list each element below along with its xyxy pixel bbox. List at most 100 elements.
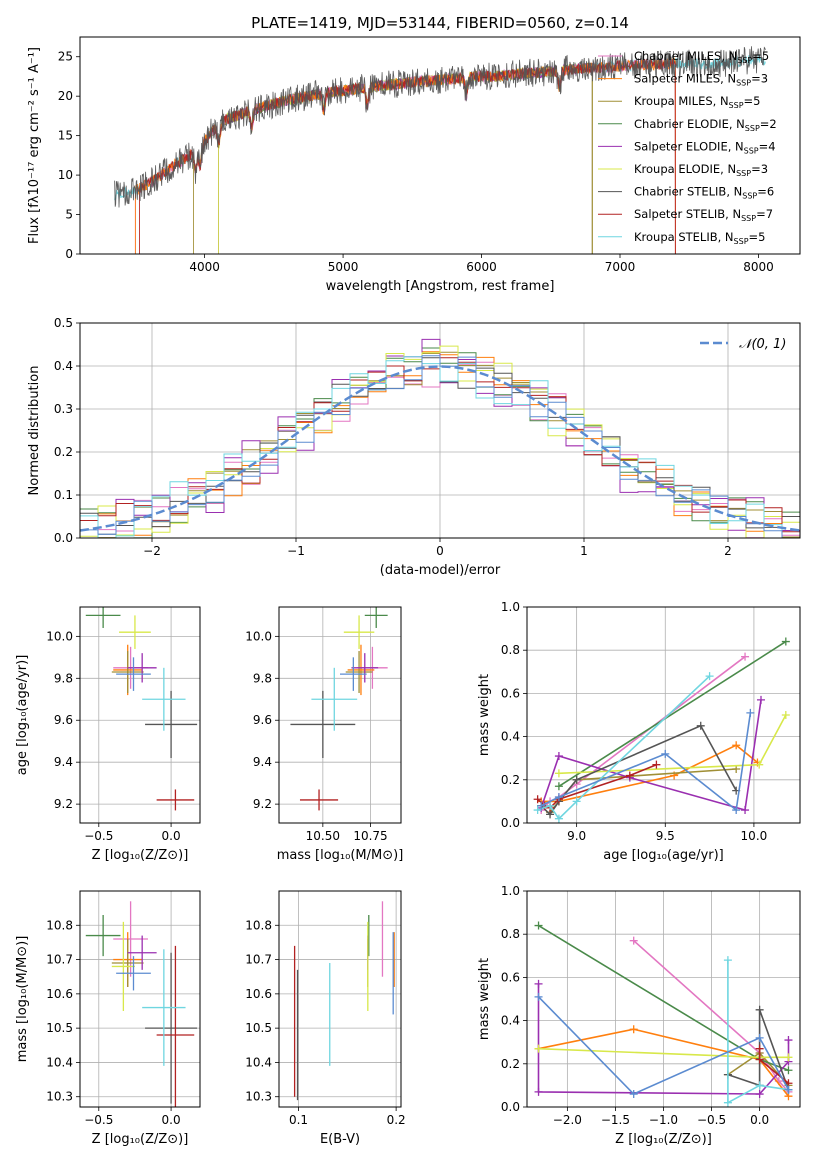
weight-marker xyxy=(781,637,790,646)
figure-title: PLATE=1419, MJD=53144, FIBERID=0560, z=0… xyxy=(251,14,629,32)
weight-marker xyxy=(534,992,543,1001)
weight-marker xyxy=(732,806,741,815)
age_vs_mass-points xyxy=(290,607,388,811)
y-tick-label: 0 xyxy=(65,247,73,261)
x-tick-label: 9.5 xyxy=(656,829,675,843)
residuals-ylabel: Normed distribution xyxy=(27,366,42,496)
weight-marker xyxy=(781,711,790,719)
weight_vs_z-ylabel: mass weight xyxy=(477,958,492,1040)
x-tick-label: 7000 xyxy=(605,260,636,274)
x-tick-label: −1 xyxy=(287,544,305,558)
x-tick-label: 10.75 xyxy=(353,829,387,843)
weight-marker xyxy=(546,801,555,810)
age_vs_z-frame xyxy=(79,606,201,824)
spectrum-xlabel: wavelength [Angstrom, rest frame] xyxy=(326,279,555,294)
y-tick-label: 0.0 xyxy=(501,816,520,830)
age_vs_z-points xyxy=(85,607,198,811)
mass_vs_ebv-frame xyxy=(278,890,402,1108)
spectrum-frame xyxy=(79,36,801,255)
weight-marker xyxy=(732,741,741,750)
y-tick-label: 0.6 xyxy=(501,686,520,700)
weight-marker xyxy=(554,814,563,823)
y-tick-label: 0.6 xyxy=(501,970,520,984)
weight-marker xyxy=(572,797,581,806)
weight-marker xyxy=(723,956,732,965)
age_vs_z-axes: −0.5 0.0 9.2 9.4 9.6 9.8 10.0 Z [log₁₀(Z/Z⊙)] ag… xyxy=(15,607,200,863)
age_vs_z-ylabel: age [log₁₀(age/yr)] xyxy=(15,655,30,776)
weight-marker xyxy=(554,752,563,761)
x-tick-label: 0.0 xyxy=(750,1113,769,1127)
weight-marker xyxy=(629,1090,638,1099)
weight_vs_age-lines xyxy=(533,637,790,823)
weight_vs_z-axes: −2.0 −1.5 −1.0 −0.5 0.0 0.0 0.2 0.4 0.6 0.8 1.0 Z [… xyxy=(477,884,800,1147)
mass_vs_ebv-xlabel: E(B-V) xyxy=(320,1132,360,1147)
y-tick-label: 9.4 xyxy=(54,755,73,769)
age_vs_mass-xlabel: mass [log₁₀(M/M⊙)] xyxy=(277,848,404,863)
weight_vs_z-xlabel: Z [log₁₀(Z/Z⊙)] xyxy=(615,1132,712,1147)
y-tick-label: 10.4 xyxy=(245,1055,272,1069)
legend-label: Kroupa ELODIE, NSSP=3 xyxy=(634,162,768,178)
y-tick-label: 10.7 xyxy=(46,953,73,967)
weight-marker xyxy=(755,1044,764,1053)
weight_vs_age-ylabel: mass weight xyxy=(477,674,492,756)
weight-marker xyxy=(755,1033,764,1042)
y-tick-label: 10.3 xyxy=(46,1090,73,1104)
weight-marker xyxy=(661,749,670,758)
mass_vs_z-frame xyxy=(79,890,201,1108)
x-tick-label: 10.0 xyxy=(741,829,768,843)
x-tick-label: −0.5 xyxy=(84,1113,113,1127)
weight-marker xyxy=(757,695,765,704)
weight-series-6 xyxy=(540,724,737,816)
weight_vs_age-frame xyxy=(526,606,801,824)
weight-marker xyxy=(629,1025,638,1034)
y-tick-label: 9.2 xyxy=(54,797,73,811)
residual-legend: 𝒩(0, 1) xyxy=(700,337,786,352)
x-tick-label: −2.0 xyxy=(553,1113,582,1127)
histogram-5 xyxy=(80,345,800,538)
legend-label: Salpeter MILES, NSSP=3 xyxy=(634,72,768,88)
weight-marker xyxy=(533,806,542,815)
mass_vs_z-ylabel: mass [log₁₀(M/M⊙)] xyxy=(15,936,30,1063)
y-tick-label: 10.6 xyxy=(245,987,272,1001)
y-tick-label: 15 xyxy=(58,129,73,143)
legend-label: Salpeter ELODIE, NSSP=4 xyxy=(634,139,776,155)
x-tick-label: −1.5 xyxy=(601,1113,630,1127)
x-tick-label: 0.2 xyxy=(387,1113,406,1127)
weight-series-9 xyxy=(537,996,790,1095)
weight-marker xyxy=(784,1053,793,1062)
weight-series-2 xyxy=(549,768,737,813)
legend-label: Chabrier STELIB, NSSP=6 xyxy=(634,185,774,201)
x-tick-label: 9.0 xyxy=(567,829,586,843)
weight-marker xyxy=(784,1066,793,1075)
y-tick-label: 5 xyxy=(65,208,73,222)
weight-marker xyxy=(741,806,750,815)
spectrum-axes: 4000 5000 6000 7000 8000 0 5 10 15 20 25 wavelength… xyxy=(27,47,774,294)
weight-marker xyxy=(572,775,581,784)
spectrum-legend: Chabrier MILES, NSSP=5 Salpeter MILES, NS… xyxy=(598,49,777,246)
x-tick-label: 0.1 xyxy=(289,1113,308,1127)
weight-marker xyxy=(537,801,546,810)
mass_vs_z-axes: −0.5 0.0 10.3 10.4 10.5 10.6 10.7 10.8 Z [log₁₀(… xyxy=(15,891,200,1147)
mass_vs_ebv-points xyxy=(293,901,395,1101)
y-tick-label: 10.5 xyxy=(245,1021,272,1035)
weight-marker xyxy=(755,1081,764,1090)
x-tick-label: 0.0 xyxy=(162,1113,181,1127)
spectrum-series-3 xyxy=(218,62,593,254)
weight-marker xyxy=(652,760,661,769)
x-tick-label: 10.50 xyxy=(306,829,340,843)
y-tick-label: 9.2 xyxy=(253,797,272,811)
y-tick-label: 0.4 xyxy=(54,359,73,373)
weight-marker xyxy=(534,1087,543,1096)
legend-label: 𝒩(0, 1) xyxy=(739,337,786,352)
weight-marker xyxy=(554,782,563,791)
y-tick-label: 10.5 xyxy=(46,1021,73,1035)
x-tick-label: 8000 xyxy=(743,260,774,274)
residuals-frame xyxy=(79,322,801,539)
x-tick-label: 5000 xyxy=(328,260,359,274)
residuals-xlabel: (data-model)/error xyxy=(380,563,501,578)
weight-marker xyxy=(629,936,638,945)
weight-marker xyxy=(554,769,563,778)
age_vs_z-xlabel: Z [log₁₀(Z/Z⊙)] xyxy=(92,848,189,863)
spectrum-series-4 xyxy=(218,63,593,254)
age_vs_mass-frame xyxy=(278,606,402,824)
